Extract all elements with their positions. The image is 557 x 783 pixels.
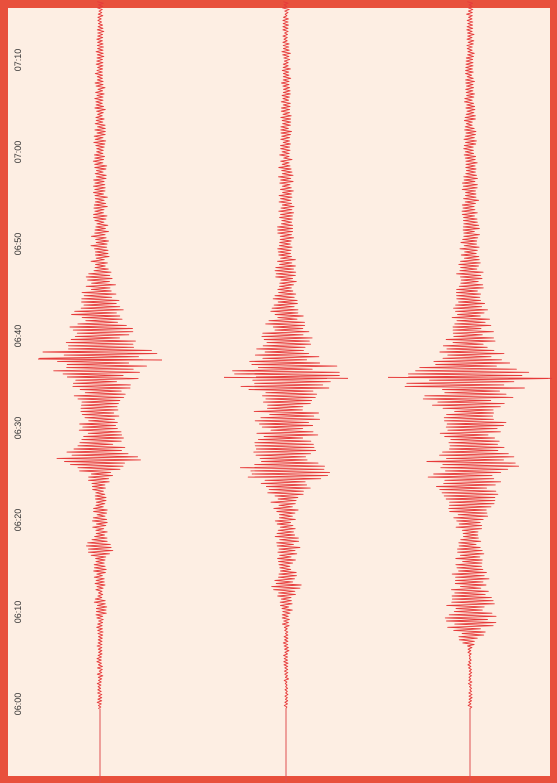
y-tick-label: 06:10: [13, 601, 23, 624]
y-tick-label: 06:20: [13, 509, 23, 532]
waveform: [404, 1, 549, 709]
y-tick-label: 07:10: [13, 49, 23, 72]
waveform: [39, 1, 158, 709]
peak-swing: [223, 376, 349, 379]
waveform: [232, 1, 340, 709]
peak-swing: [37, 358, 163, 361]
trace-group: [37, 1, 553, 782]
y-tick-label: 06:00: [13, 693, 23, 716]
seismic-trace-1: [37, 1, 163, 782]
y-tick-label: 06:30: [13, 417, 23, 440]
seismic-trace-2: [223, 1, 349, 782]
time-axis: 06:00 06:10 06:20 06:30 06:40 06:50 07:00 07:10: [13, 49, 23, 716]
y-tick-label: 06:40: [13, 325, 23, 348]
y-tick-label: 06:50: [13, 233, 23, 256]
y-tick-label: 07:00: [13, 141, 23, 164]
seismic-trace-3: [387, 1, 553, 782]
peak-swing: [387, 376, 553, 379]
